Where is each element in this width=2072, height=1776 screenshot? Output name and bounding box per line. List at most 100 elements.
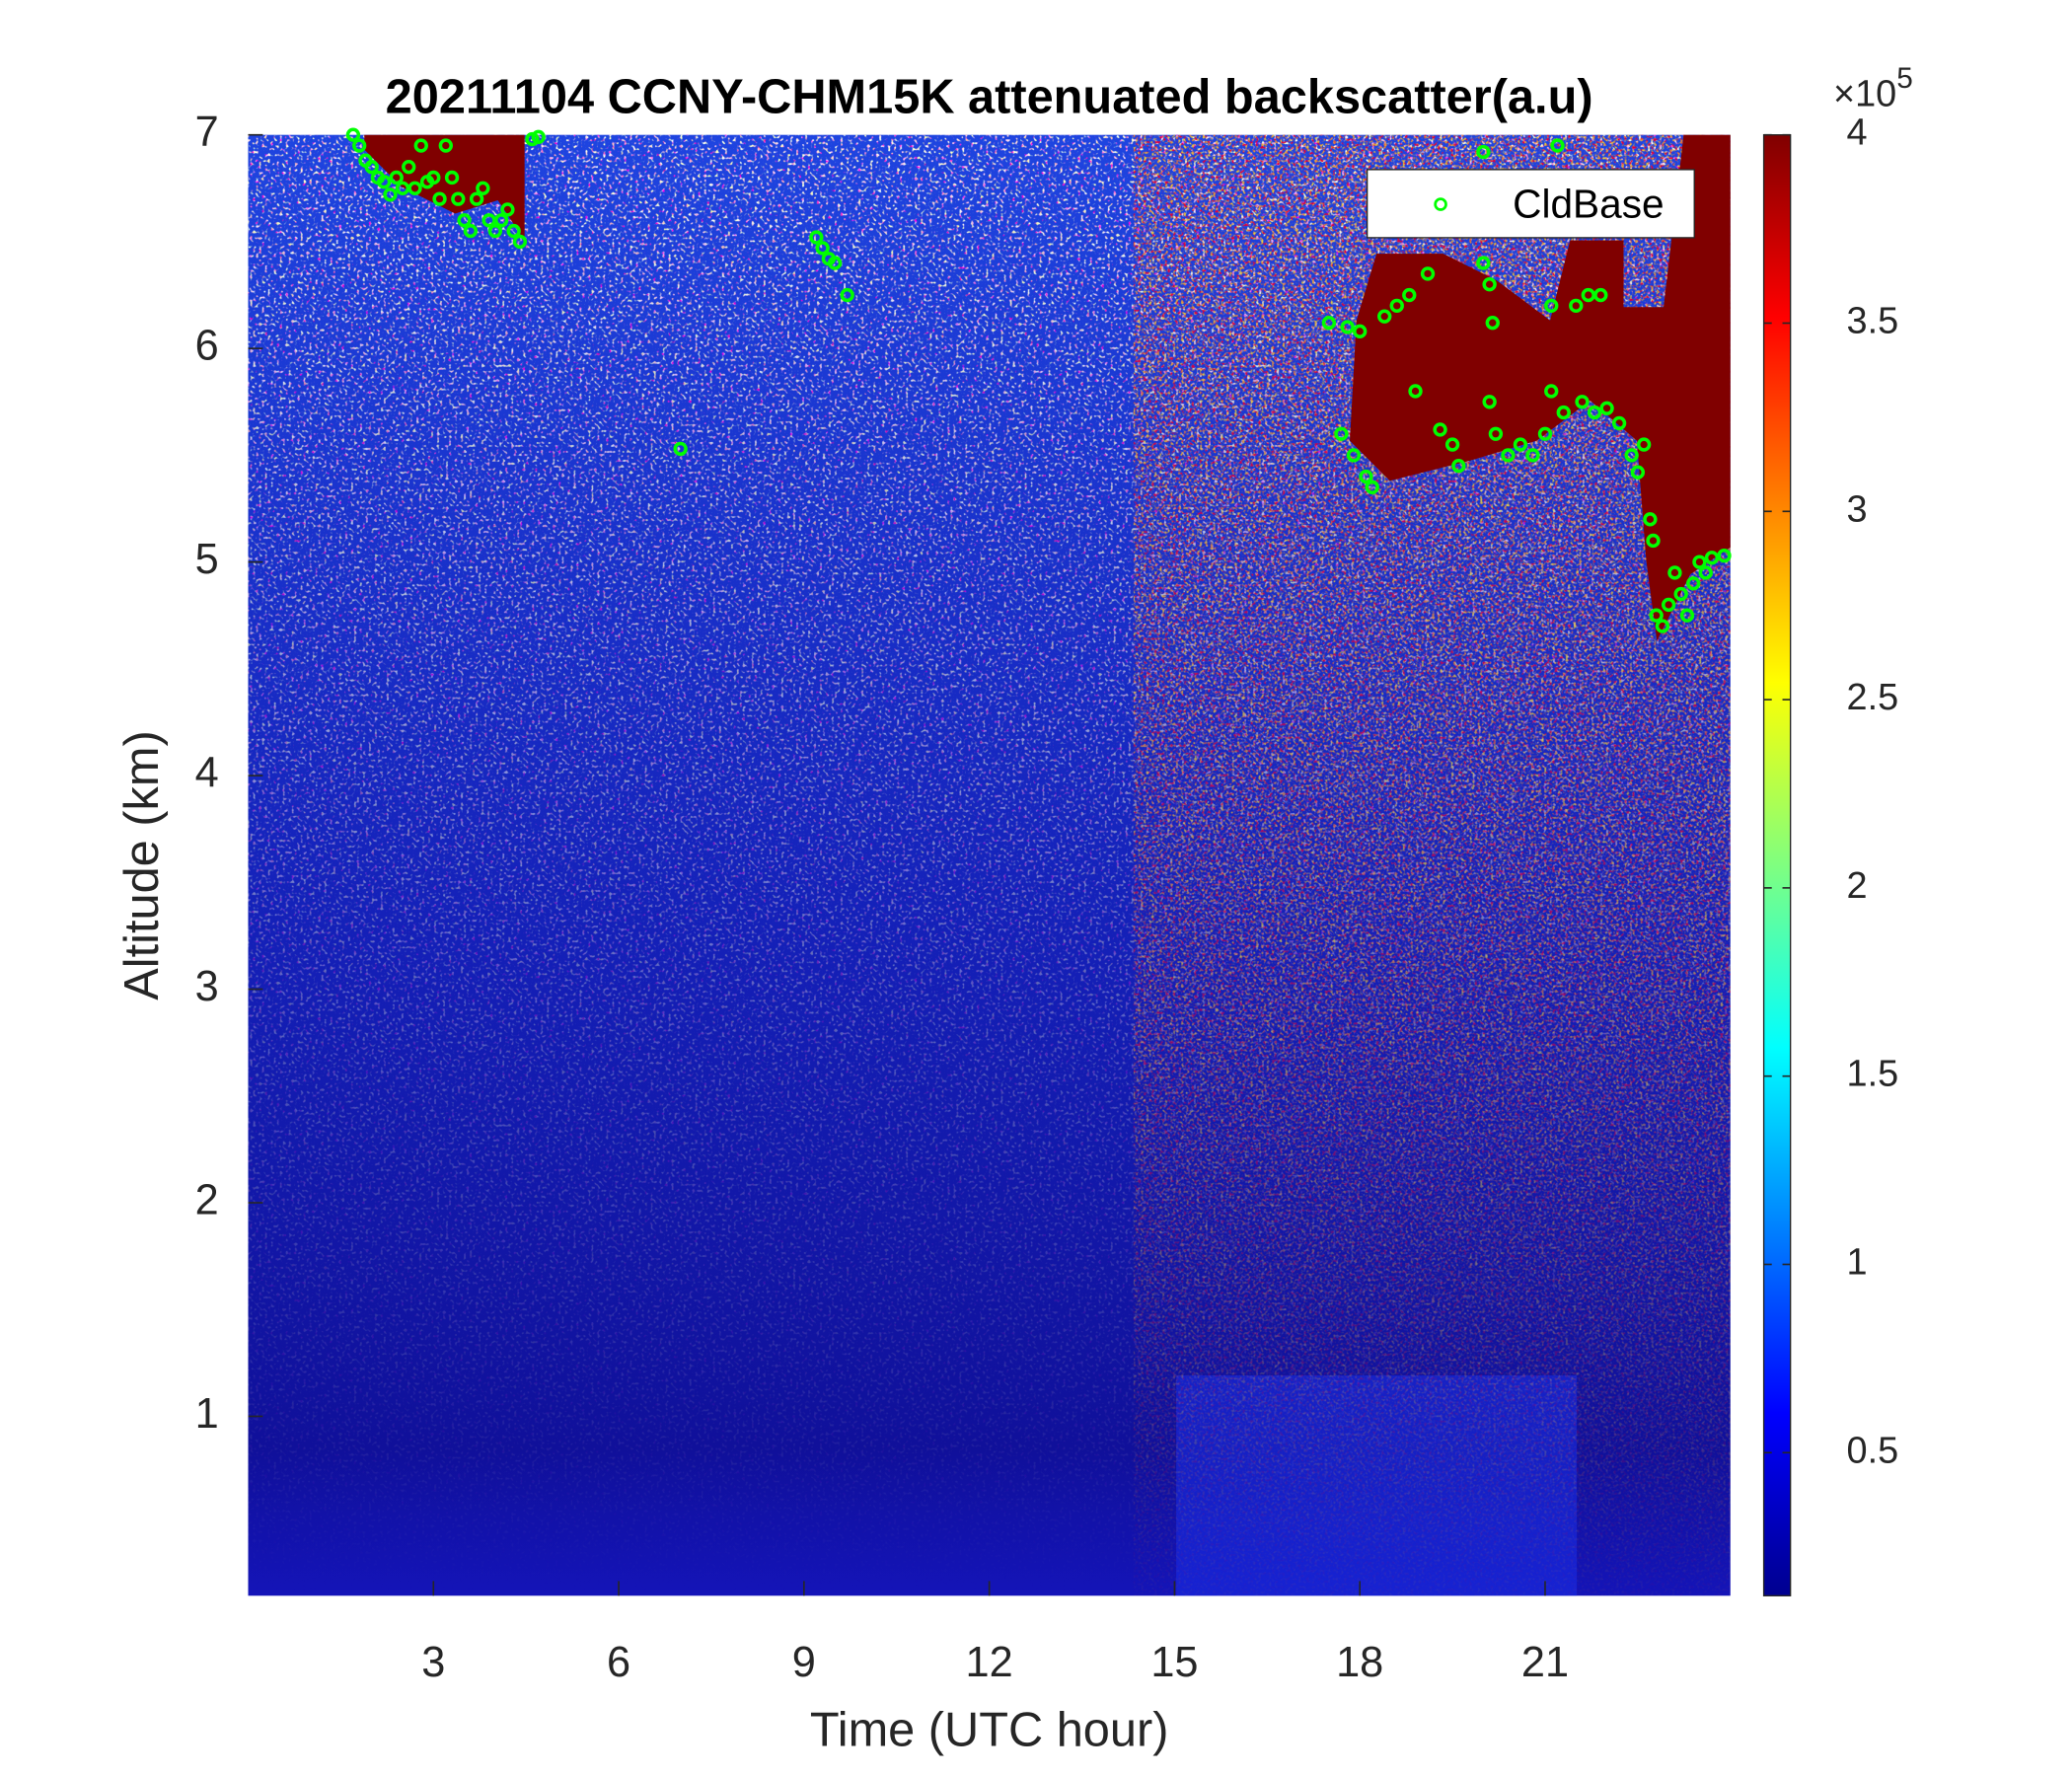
cloud-base-point [815,241,830,256]
cloud-base-point [1340,320,1355,334]
cloud-base-point [1476,256,1491,270]
x-axis-label: Time (UTC hour) [810,1704,1169,1757]
y-tick-label: 3 [195,963,219,1010]
backscatter-field [248,134,1731,1596]
cloud-base-point [493,213,509,228]
cloud-base-point [1593,287,1608,303]
cloud-base-point [1630,465,1646,480]
cloud-base-point [531,129,546,145]
cloud-base-point [383,187,398,202]
cloud-base-point [500,202,515,217]
colorbar-tick-label: 2.5 [1847,677,1899,718]
colorbar-tick-label: 3 [1847,488,1868,530]
y-tick-label: 5 [195,536,219,583]
cloud-base-point [1433,422,1447,437]
cloud-base-point [1501,448,1516,463]
cloud-base-point [438,138,453,153]
cloud-base-point [1646,533,1661,549]
cloud-base-point [476,181,490,195]
cloud-base-point [1704,551,1720,565]
colorbar-tick-label: 2 [1847,865,1868,907]
cloud-base-point [1655,619,1670,633]
colorbar-exponent: ×105 [1833,62,1913,114]
cloud-base-point [1365,480,1379,495]
colorbar-tick-label: 4 [1847,112,1868,154]
cloud-base-point [1667,565,1682,580]
cloud-base-point [1686,576,1701,591]
cloud-base-point [1444,437,1460,452]
cloud-base-point [444,170,460,185]
colorbar-tick-label: 1 [1847,1242,1868,1284]
cloud-base-point [1673,586,1688,602]
cloud-base-point [451,191,466,206]
y-axis-label: Altitude (km) [115,730,169,999]
cloud-base-point [457,213,472,228]
cloud-base-point [1346,448,1362,463]
cloud-base-point [1569,298,1584,314]
cloud-base-point [506,223,521,239]
cloud-base-point [1679,608,1695,623]
cloud-base-point [512,234,528,250]
cloud-base-point [1377,309,1392,324]
colorbar-tick-label: 1.5 [1847,1054,1899,1095]
cloud-base-point [352,138,367,153]
cloud-base-point [1359,469,1373,484]
cloud-base-point [389,170,404,185]
cloud-base-point [407,181,422,195]
y-tick-label: 7 [195,109,219,156]
x-tick-label: 15 [1150,1639,1198,1686]
cloud-base-point [1420,266,1436,281]
cloud-base-point [1513,437,1528,452]
cloud-base-point [1488,426,1504,441]
colorbar-exponent-digit: 5 [1896,62,1913,95]
cloud-base-point [469,191,484,206]
x-tick-label: 6 [607,1639,630,1686]
cloud-base-point [1698,565,1713,580]
cloud-base-point [413,138,428,153]
x-tick-label: 21 [1521,1639,1569,1686]
cloud-base-point [1537,426,1553,441]
legend-box [1366,169,1695,239]
cloud-base-point [1636,437,1652,452]
cloud-base-point [1717,548,1732,563]
cloud-base-point [1525,448,1540,463]
cloud-base-point [1544,384,1559,399]
colorbar [1762,134,1792,1596]
colorbar-tick-label: 3.5 [1847,301,1899,342]
cloud-base-point [426,170,441,185]
cloud-base-point [1408,384,1423,399]
cloud-base-point [840,287,854,303]
cloud-base-point [827,256,843,270]
cloud-base-point [1389,298,1404,314]
cloud-base-point [1575,395,1590,409]
cloud-base-point [1451,459,1466,474]
cloud-base-point [1692,555,1707,569]
cloud-base-point [1334,426,1349,441]
cloud-base-point [1485,316,1500,331]
cloud-base-point [1599,401,1614,415]
cloud-base-point [673,441,688,457]
legend-label: CldBase [1513,181,1664,226]
cloud-base-point [809,230,824,245]
cloud-base-point [377,175,392,189]
cloud-base-point [1482,277,1497,292]
colorbar-multiplier: ×10 [1833,73,1896,114]
cloud-base-point [1353,324,1368,339]
cloud-base-point [1611,415,1627,431]
cloud-base-point [487,223,503,239]
cloud-base-point [432,191,447,206]
cloud-base-point [1587,405,1602,420]
y-tick-label: 4 [195,750,219,797]
chart-title: 20211104 CCNY-CHM15K attenuated backscat… [386,70,1593,123]
cloud-base-point [1624,448,1639,463]
y-tick-label: 2 [195,1176,219,1223]
cloud-base-point [1544,298,1559,314]
x-tick-label: 12 [966,1639,1013,1686]
cloud-base-point [1402,287,1417,303]
x-tick-label: 3 [421,1639,445,1686]
cloud-base-point [364,159,379,175]
cloud-base-point [463,223,479,239]
cloud-base-point [1649,608,1664,623]
